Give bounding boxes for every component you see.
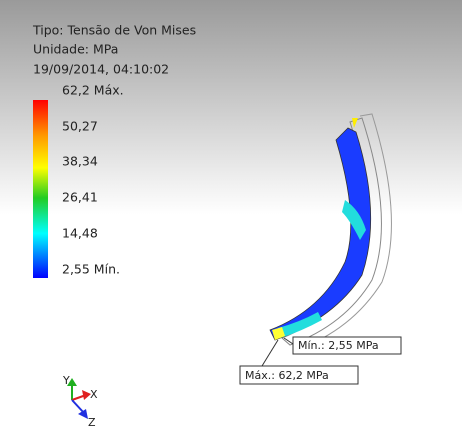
- axis-label: Z: [88, 416, 96, 429]
- legend-label: 14,48: [62, 226, 98, 241]
- legend-label: 50,27: [62, 119, 98, 134]
- axis-label: Y: [62, 374, 70, 387]
- result-unit: Unidade: MPa: [33, 42, 118, 57]
- result-type: Tipo: Tensão de Von Mises: [32, 23, 196, 38]
- viewport: Tipo: Tensão de Von Mises Unidade: MPa 1…: [0, 0, 462, 429]
- axis-label: X: [90, 388, 98, 401]
- result-date: 19/09/2014, 04:10:02: [33, 62, 169, 77]
- color-scale: [33, 100, 48, 278]
- min-callout: Mín.: 2,55 MPa: [298, 339, 379, 352]
- legend-label: 2,55 Mín.: [62, 262, 120, 277]
- max-callout: Máx.: 62,2 MPa: [245, 369, 329, 382]
- legend-label: 62,2 Máx.: [62, 83, 124, 98]
- legend-label: 38,34: [62, 154, 98, 169]
- legend-label: 26,41: [62, 190, 98, 205]
